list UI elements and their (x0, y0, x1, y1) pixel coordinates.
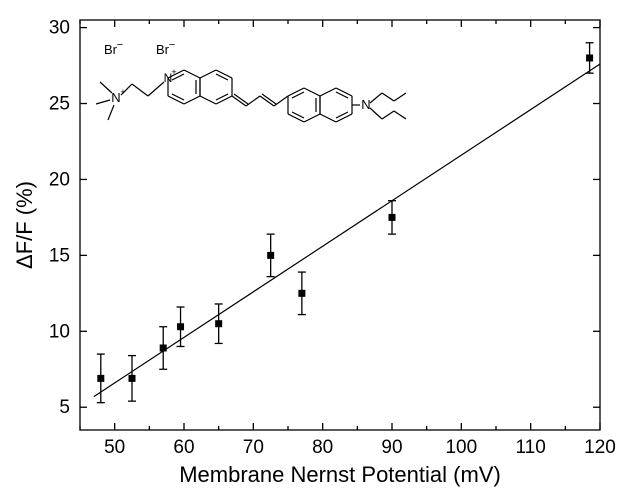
xtick-label: 60 (173, 437, 194, 458)
ytick-label: 10 (49, 321, 70, 342)
svg-text:Br: Br (104, 42, 118, 57)
xtick-label: 90 (381, 437, 402, 458)
marker-square (160, 345, 167, 352)
marker-square (129, 375, 136, 382)
xtick-label: 50 (104, 437, 125, 458)
marker-square (267, 252, 274, 259)
chart-container: 50 60 70 80 90 100 110 120 5 10 15 20 25 30 Membrane N… (0, 0, 629, 502)
xtick-label: 110 (516, 437, 546, 458)
svg-text:−: − (169, 39, 175, 51)
ytick-label: 15 (49, 245, 70, 266)
x-axis-label: Membrane Nernst Potential (mV) (179, 462, 501, 487)
svg-text:+: + (171, 67, 176, 77)
y-axis-label: ΔF/F (%) (12, 181, 37, 269)
marker-square (97, 375, 104, 382)
svg-text:N: N (361, 97, 370, 112)
svg-text:N: N (111, 90, 120, 105)
svg-text:Br: Br (156, 42, 170, 57)
marker-square (177, 323, 184, 330)
ytick-label: 30 (49, 18, 70, 39)
marker-square (298, 290, 305, 297)
ytick-label: 20 (49, 169, 70, 190)
xtick-label: 120 (584, 437, 616, 458)
xtick-label: 80 (312, 437, 333, 458)
ytick-label: 25 (49, 94, 70, 115)
scatter-chart: 50 60 70 80 90 100 110 120 5 10 15 20 25 30 Membrane N… (0, 0, 629, 502)
svg-text:−: − (117, 39, 123, 51)
xtick-label: 100 (445, 437, 477, 458)
marker-square (215, 320, 222, 327)
marker-square (389, 214, 396, 221)
ytick-label: 5 (59, 397, 70, 418)
marker-square (586, 54, 593, 61)
xtick-label: 70 (243, 437, 264, 458)
